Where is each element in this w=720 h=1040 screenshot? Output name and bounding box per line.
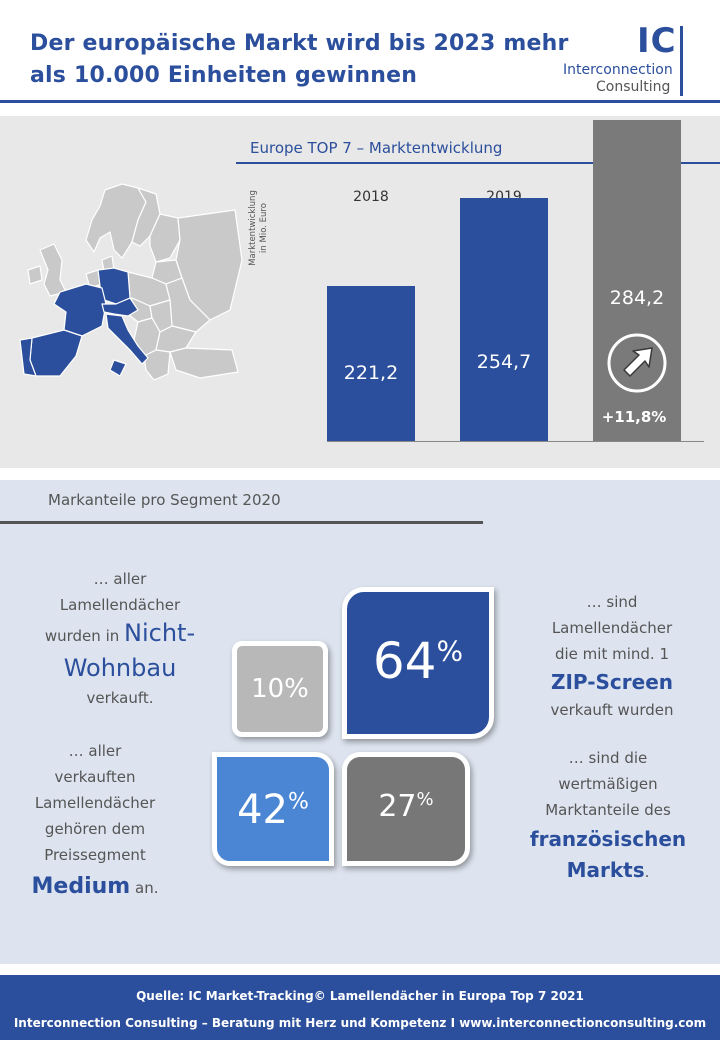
text-line: Lamellendächer	[551, 619, 673, 637]
y-axis-label-line2: in Mio. Euro	[259, 203, 269, 253]
text-price-segment: … aller verkauften Lamellendächer gehöre…	[5, 738, 185, 907]
tile-27-percent-sign: %	[416, 789, 434, 810]
y-axis-label-line1: Marktentwicklung	[248, 190, 258, 266]
text-line: .	[644, 863, 650, 881]
logo-mark: IC	[637, 21, 677, 61]
tile-42-percent-sign: %	[288, 789, 309, 815]
logo-text-line2: Consulting	[596, 79, 671, 95]
segment-title-underline	[0, 521, 483, 524]
x-axis-line	[327, 441, 704, 442]
y-axis-label: Marktentwicklung in Mio. Euro	[248, 178, 270, 278]
header-divider	[0, 100, 720, 103]
tile-64-number: 64	[372, 632, 437, 690]
chart-title-underline	[236, 162, 720, 164]
text-line: die mit mind. 1	[554, 645, 669, 663]
highlight-nicht: Nicht-	[124, 619, 196, 647]
text-line: verkauften	[54, 768, 136, 786]
bar-2020	[593, 120, 681, 441]
tile-64-value: 64%	[347, 632, 489, 690]
tile-42-number: 42	[237, 787, 288, 833]
footer-tagline: Interconnection Consulting – Beratung mi…	[13, 1016, 707, 1030]
text-nonresidential: … aller Lamellendächer wurden in Nicht- …	[20, 566, 220, 711]
highlight-markts: Markts	[566, 858, 645, 882]
tile-27-number: 27	[378, 789, 417, 824]
tile-10-percent: 10%	[232, 641, 328, 737]
tile-27-percent: 27%	[342, 752, 470, 866]
chart-title: Europe TOP 7 – Marktentwicklung	[250, 139, 503, 157]
text-line: gehören dem	[44, 820, 146, 838]
segment-section-title: Markanteile pro Segment 2020	[48, 491, 281, 509]
text-line: wurden in	[44, 627, 120, 645]
data-label-2020: 284,2	[609, 287, 665, 309]
logo-divider	[680, 26, 683, 96]
tile-42-percent: 42%	[212, 752, 334, 866]
text-line: … sind die	[568, 749, 648, 767]
text-line: wertmäßigen	[558, 775, 658, 793]
text-zip-screen: … sind Lamellendächer die mit mind. 1 ZI…	[512, 589, 712, 723]
highlight-franzoesischen: französischen	[529, 827, 687, 851]
data-label-2018: 221,2	[343, 362, 399, 384]
text-line: … aller	[68, 742, 122, 760]
page-title-line2: als 10.000 Einheiten gewinnen	[30, 63, 418, 88]
logo-text-line1: Interconnection	[563, 62, 673, 78]
tile-27-value: 27%	[347, 789, 465, 824]
tile-10-value: 10%	[251, 674, 309, 704]
tile-64-percent-sign: %	[436, 634, 464, 668]
highlight-medium: Medium	[31, 874, 131, 899]
text-line: verkauft.	[86, 689, 154, 707]
footer	[0, 975, 720, 1040]
tile-42-value: 42%	[217, 787, 329, 833]
highlight-zip-screen: ZIP-Screen	[550, 670, 674, 694]
text-line: Lamellendächer	[34, 794, 156, 812]
page-title-line1: Der europäische Markt wird bis 2023 mehr	[30, 31, 569, 56]
highlight-wohnbau: Wohnbau	[63, 654, 177, 682]
bar-2019	[460, 198, 548, 441]
arrow-circle-icon	[607, 333, 667, 393]
tick-label-2018: 2018	[353, 189, 389, 205]
data-label-2019: 254,7	[476, 351, 532, 373]
text-line: Marktanteile des	[545, 801, 671, 819]
growth-label: +11,8%	[601, 408, 667, 426]
footer-source: Quelle: IC Market-Tracking© Lamellendäch…	[136, 989, 584, 1003]
tile-64-percent: 64%	[342, 587, 494, 739]
text-french-market: … sind die wertmäßigen Marktanteile des …	[508, 745, 708, 887]
europe-map-icon	[19, 183, 243, 381]
bar-2018	[327, 286, 415, 441]
text-line: … aller	[93, 570, 147, 588]
text-line: Preissegment	[44, 846, 146, 864]
text-line: an.	[135, 879, 159, 897]
text-line: verkauft wurden	[550, 701, 674, 719]
text-line: Lamellendächer	[59, 596, 181, 614]
text-line: … sind	[586, 593, 638, 611]
